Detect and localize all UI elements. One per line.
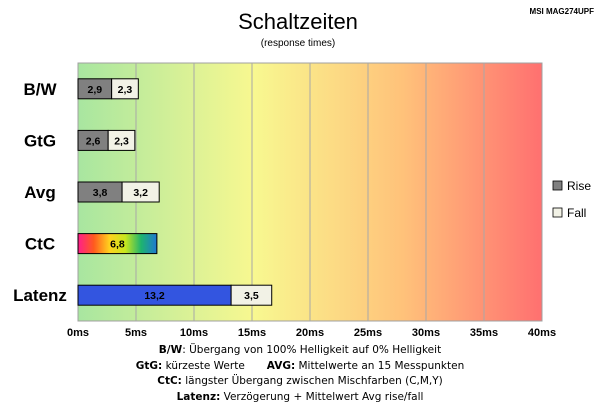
bar-value-label: 2,3 (114, 135, 129, 147)
x-tick-label: 0ms (67, 327, 89, 339)
bar-value-label: 3,8 (93, 187, 108, 199)
bar-value-label: 3,5 (244, 290, 259, 302)
bar-value-label: 13,2 (144, 290, 165, 302)
x-tick-label: 40ms (528, 327, 556, 339)
x-tick-label: 30ms (412, 327, 440, 339)
legend-label-rise: Rise (567, 179, 591, 193)
note-ctc: CtC: längster Übergang zwischen Mischfar… (157, 375, 443, 387)
response-time-chart: Schaltzeiten (response times) MSI MAG274… (13, 7, 595, 339)
legend: Rise Fall (552, 179, 591, 220)
x-tick-label: 10ms (180, 327, 208, 339)
bar-value-label: 2,3 (118, 84, 133, 96)
note-gtg-avg: GtG: kürzeste Werte AVG: Mittelwerte an 1… (135, 359, 465, 372)
x-tick-label: 5ms (125, 327, 147, 339)
legend-swatch-rise (552, 180, 563, 191)
category-label: B/W (23, 80, 57, 99)
bar-value-label: 3,2 (133, 187, 148, 199)
chart-title: Schaltzeiten (238, 9, 358, 34)
x-tick-label: 25ms (354, 327, 382, 339)
bar-value-label: 6,8 (110, 239, 125, 251)
legend-swatch-fall (552, 207, 563, 218)
category-label: Avg (24, 183, 56, 202)
footnotes: B/W: Übergang von 100% Helligkeit auf 0%… (0, 343, 600, 405)
bar-value-label: 2,9 (88, 84, 103, 96)
bars: 2,9 2,3 2,6 2,3 3,8 3,2 6,8 13,2 3,5 (77, 78, 273, 306)
x-tick-label: 15ms (238, 327, 266, 339)
bar-segment (230, 284, 273, 306)
bar-segment (107, 129, 136, 151)
note-latenz: Latenz: Verzögerung + Mittelwert Avg ris… (176, 390, 424, 403)
bar-value-label: 2,6 (86, 135, 101, 147)
x-tick-labels: 0ms 5ms 10ms 15ms 20ms 25ms 30ms 35ms 40ms (67, 327, 556, 339)
chart-subtitle: (response times) (261, 38, 335, 49)
bar-segment (111, 78, 139, 100)
category-label: Latenz (13, 286, 67, 305)
category-labels: B/W GtG Avg CtC Latenz (13, 80, 67, 305)
category-label: CtC (25, 235, 55, 254)
note-bw: B/W: Übergang von 100% Helligkeit auf 0%… (158, 344, 442, 356)
bar-segment (121, 181, 160, 203)
model-name: MSI MAG274UPF (530, 7, 595, 16)
category-label: GtG (24, 131, 56, 150)
legend-label-fall: Fall (567, 206, 586, 220)
bar-segment (77, 233, 158, 255)
x-tick-label: 20ms (296, 327, 324, 339)
grid-lines (135, 63, 485, 321)
x-tick-label: 35ms (470, 327, 498, 339)
